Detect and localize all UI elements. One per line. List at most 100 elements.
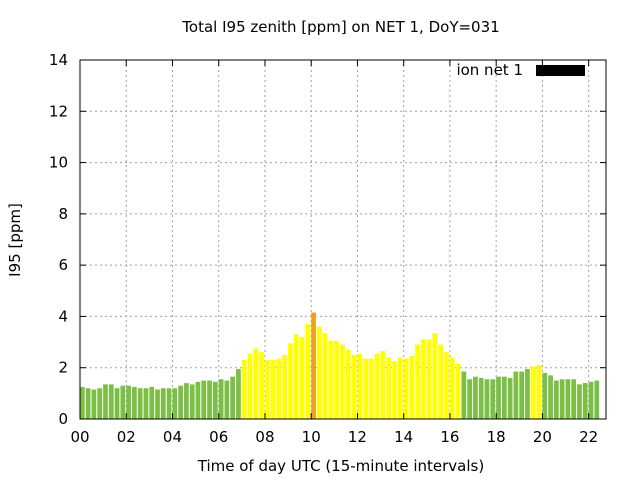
bar: [577, 384, 582, 419]
bar: [322, 333, 328, 419]
bar: [530, 366, 536, 419]
bar: [120, 385, 126, 419]
x-tick-label: 00: [70, 428, 89, 446]
bar: [594, 380, 600, 419]
bar: [455, 363, 461, 419]
bar: [137, 388, 143, 419]
bar: [351, 354, 357, 419]
bar: [565, 379, 571, 419]
y-tick-label: 0: [58, 410, 68, 428]
bar: [166, 388, 172, 419]
bar: [374, 353, 380, 419]
x-tick-label: 22: [579, 428, 598, 446]
bar: [195, 381, 201, 419]
bar: [218, 379, 224, 419]
y-tick-label: 8: [58, 205, 68, 223]
bar: [155, 389, 160, 419]
bar: [496, 376, 501, 419]
bar: [299, 336, 305, 419]
bar: [207, 380, 212, 419]
bar: [345, 349, 351, 419]
bar: [143, 388, 149, 419]
bar: [501, 376, 507, 419]
bar: [363, 358, 368, 419]
bar: [241, 360, 247, 419]
bar: [548, 375, 553, 419]
bar: [438, 344, 444, 419]
bar: [449, 357, 455, 419]
bar: [103, 384, 108, 419]
plot-frame: [79, 59, 607, 420]
y-tick-label: 6: [58, 256, 68, 274]
bar: [490, 379, 496, 419]
bar: [328, 340, 334, 419]
bar: [172, 388, 178, 419]
bar: [114, 388, 120, 419]
bar: [519, 371, 525, 419]
bar: [160, 388, 166, 419]
bar: [132, 386, 137, 419]
bar: [542, 372, 548, 419]
bar: [247, 353, 253, 419]
bar: [253, 348, 259, 419]
y-axis-label: I95 [ppm]: [6, 203, 24, 277]
bar: [380, 351, 386, 419]
bar: [224, 380, 230, 419]
bar: [392, 361, 397, 419]
bar: [478, 377, 484, 419]
x-tick-label: 04: [163, 428, 182, 446]
bar: [444, 352, 449, 419]
bar: [461, 371, 467, 419]
bar: [357, 353, 363, 419]
bar: [536, 365, 542, 419]
x-tick-label: 20: [533, 428, 552, 446]
bar: [415, 344, 420, 419]
bar: [467, 379, 473, 419]
legend-label: ion net 1: [456, 61, 523, 79]
bar: [386, 357, 392, 419]
bar: [276, 358, 282, 419]
y-tick-label: 12: [49, 102, 68, 120]
bar: [316, 326, 322, 419]
bar: [588, 381, 594, 419]
bar: [507, 377, 513, 419]
bar: [553, 380, 559, 419]
bar: [473, 376, 478, 419]
chart-title: Total I95 zenith [ppm] on NET 1, DoY=031: [181, 18, 499, 36]
y-tick-label: 10: [49, 154, 68, 172]
bar: [293, 334, 299, 419]
bar: [85, 388, 91, 419]
bar: [259, 352, 264, 419]
bar: [525, 368, 530, 419]
bar: [311, 312, 316, 419]
bar: [201, 380, 207, 419]
x-tick-label: 08: [255, 428, 274, 446]
bar: [582, 383, 588, 419]
x-axis-label: Time of day UTC (15-minute intervals): [197, 457, 484, 475]
bar: [409, 356, 415, 419]
bar: [421, 339, 426, 419]
bar: [97, 388, 103, 419]
x-tick-label: 02: [117, 428, 136, 446]
x-tick-label: 12: [348, 428, 367, 446]
x-tick-label: 06: [209, 428, 228, 446]
bar: [80, 386, 85, 419]
y-tick-label: 2: [58, 359, 68, 377]
bar: [270, 360, 276, 419]
bar: [288, 343, 293, 419]
bar: [212, 381, 218, 419]
legend: ion net 1: [456, 61, 585, 79]
bar: [184, 383, 189, 419]
bar: [108, 384, 114, 419]
bar: [149, 386, 155, 419]
bar: [178, 385, 184, 419]
bar: [340, 344, 345, 419]
bar: [334, 340, 340, 419]
bar: [571, 379, 577, 419]
bar: [369, 358, 374, 419]
bar: [305, 324, 311, 419]
legend-swatch: [536, 65, 585, 76]
bar: [397, 357, 403, 419]
x-tick-label: 16: [440, 428, 459, 446]
